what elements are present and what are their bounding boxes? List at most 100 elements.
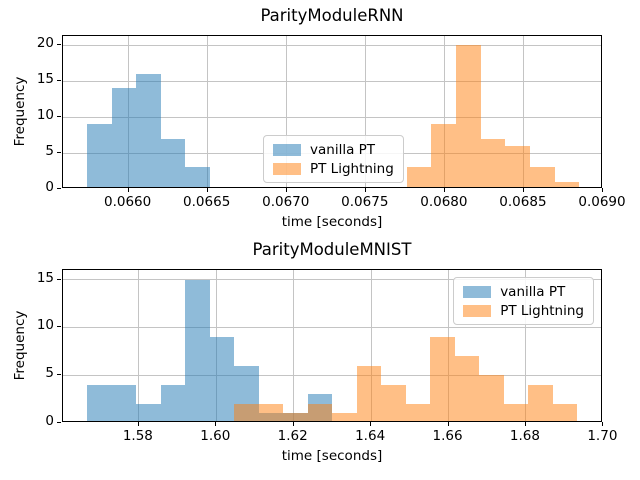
x-tick-mark: [215, 422, 217, 426]
y-tick-mark: [57, 116, 61, 118]
y-tick-mark: [57, 278, 61, 280]
x-axis-label: time [seconds]: [281, 448, 383, 464]
x-axis-label: time [seconds]: [281, 214, 383, 230]
x-tick-label: 0.0660: [103, 194, 152, 210]
y-tick-label: 20: [36, 35, 54, 52]
x-tick-mark: [447, 422, 449, 426]
x-tick-mark: [137, 422, 139, 426]
x-tick-mark: [443, 188, 445, 192]
histogram-bar-vanilla-pt: [111, 384, 137, 421]
y-tick-label: 10: [36, 317, 54, 334]
histogram-bar-vanilla-pt: [160, 384, 186, 421]
y-tick-mark: [57, 44, 61, 46]
histogram-bar-vanilla-pt: [136, 403, 161, 421]
histogram-bar-vanilla-pt: [185, 167, 210, 187]
gridline-horizontal: [63, 116, 601, 118]
legend-label-pt-lightning: PT Lightning: [500, 302, 584, 319]
histogram-bar-vanilla-pt: [185, 279, 210, 421]
histogram-bar-pt-lightning: [430, 336, 455, 421]
y-tick-mark: [57, 422, 61, 423]
y-tick-label: 15: [36, 71, 54, 87]
x-tick-mark: [524, 422, 526, 426]
gridline-vertical: [523, 36, 525, 187]
x-tick-label: 1.62: [277, 428, 308, 444]
histogram-bar-pt-lightning: [479, 375, 504, 421]
histogram-bar-pt-lightning: [554, 181, 580, 187]
y-tick-mark: [57, 80, 61, 82]
gridline-vertical: [286, 36, 288, 187]
y-tick-label: 5: [45, 142, 54, 159]
gridline-horizontal: [63, 44, 601, 46]
histogram-bar-vanilla-pt: [87, 384, 112, 421]
x-tick-label: 0.0670: [262, 194, 310, 210]
y-tick-mark: [57, 152, 61, 154]
legend: vanilla PT PT Lightning: [263, 135, 404, 183]
y-tick-label: 10: [36, 106, 54, 123]
y-tick-label: 0: [45, 178, 54, 195]
histogram-bar-pt-lightning: [234, 403, 259, 421]
gridline-vertical: [207, 36, 209, 187]
x-tick-mark: [292, 422, 294, 426]
histogram-bar-vanilla-pt: [160, 138, 186, 187]
gridline-vertical: [138, 270, 140, 421]
x-tick-mark: [602, 422, 604, 426]
histogram-bar-pt-lightning: [529, 167, 555, 187]
gridline-horizontal: [63, 279, 601, 281]
x-tick-mark: [364, 188, 366, 192]
histogram-bar-pt-lightning: [454, 356, 480, 421]
histogram-bar-pt-lightning: [431, 124, 457, 187]
x-tick-mark: [127, 188, 129, 192]
gridline-vertical: [444, 36, 446, 187]
legend-swatch-pt-lightning: [273, 162, 301, 175]
y-tick-mark: [57, 326, 61, 328]
histogram-bar-pt-lightning: [381, 384, 406, 421]
gridline-vertical: [365, 36, 367, 187]
x-tick-label: 1.70: [587, 428, 618, 444]
histogram-bar-pt-lightning: [456, 45, 481, 187]
x-tick-label: 1.60: [200, 428, 231, 444]
x-tick-label: 0.0665: [183, 194, 231, 210]
x-tick-mark: [522, 188, 524, 192]
gridline-vertical: [370, 270, 372, 421]
histogram-bar-vanilla-pt: [209, 336, 235, 421]
legend-label-pt-lightning: PT Lightning: [310, 160, 394, 177]
y-tick-mark: [57, 188, 61, 189]
histogram-bar-pt-lightning: [480, 138, 506, 187]
x-tick-label: 1.64: [355, 428, 386, 444]
legend-item-pt-lightning: PT Lightning: [273, 159, 394, 178]
y-tick-mark: [57, 374, 61, 376]
legend-item-vanilla-pt: vanilla PT: [463, 282, 584, 301]
histogram-bar-pt-lightning: [283, 413, 308, 421]
histogram-bar-pt-lightning: [356, 365, 382, 421]
y-axis-label: Frequency: [11, 310, 28, 381]
legend-swatch-vanilla-pt: [463, 285, 492, 298]
gridline-horizontal: [63, 326, 601, 328]
legend-item-vanilla-pt: vanilla PT: [273, 140, 394, 159]
legend-swatch-pt-lightning: [463, 304, 492, 317]
histogram-bar-pt-lightning: [528, 384, 553, 421]
gridline-vertical: [525, 270, 527, 421]
histogram-bar-pt-lightning: [406, 167, 432, 187]
gridline-horizontal: [63, 80, 601, 82]
x-tick-mark: [602, 188, 603, 192]
y-tick-label: 5: [45, 364, 54, 381]
x-tick-label: 0.0685: [499, 194, 547, 210]
histogram-bar-pt-lightning: [258, 403, 284, 421]
histogram-bar-pt-lightning: [405, 403, 431, 421]
gridline-vertical: [293, 270, 295, 421]
y-tick-label: 15: [36, 269, 54, 286]
legend: vanilla PT PT Lightning: [453, 277, 594, 325]
legend-swatch-vanilla-pt: [273, 143, 301, 156]
x-tick-label: 0.0675: [341, 194, 389, 210]
histogram-bar-vanilla-pt: [136, 74, 161, 187]
chart-title: ParityModuleRNN: [260, 6, 404, 25]
gridline-horizontal: [63, 374, 601, 376]
x-tick-label: 1.58: [122, 428, 153, 444]
x-tick-mark: [285, 188, 287, 192]
x-tick-label: 1.68: [509, 428, 540, 444]
histogram-bar-vanilla-pt: [86, 124, 112, 187]
histogram-bar-pt-lightning: [505, 145, 530, 187]
